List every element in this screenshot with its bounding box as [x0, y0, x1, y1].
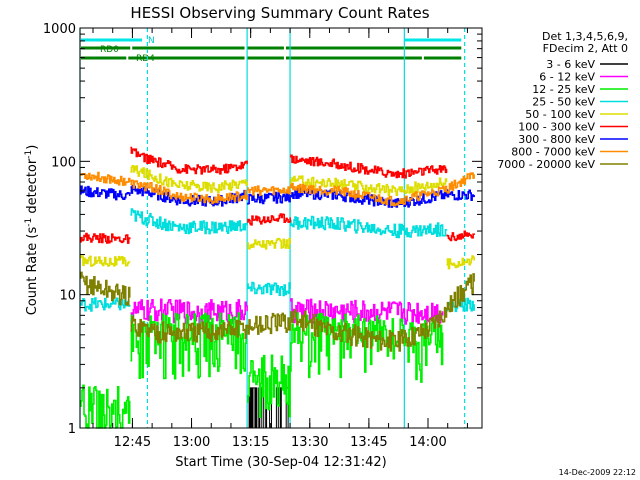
- y-axis-label: Count Rate (s-1 detector-1): [24, 145, 40, 316]
- series-line: [247, 213, 291, 226]
- series-line: [247, 312, 291, 335]
- series-line: [130, 316, 248, 344]
- legend-header-line-2: FDecim 2, Att 0: [543, 42, 628, 55]
- x-tick-label: 12:45: [114, 435, 151, 450]
- plot-frame: [79, 27, 483, 429]
- legend-label: 50 - 100 keV: [525, 108, 595, 121]
- flag-label-n: N: [148, 36, 155, 46]
- y-tick-label: 1000: [43, 22, 76, 37]
- series-line: [290, 298, 444, 325]
- series-line: [290, 215, 448, 239]
- series-line: [130, 165, 248, 194]
- series-group: [80, 146, 475, 429]
- flag-label-rd0: RD0: [100, 45, 119, 55]
- x-tick-label: 13:15: [232, 435, 269, 450]
- x-axis-label: Start Time (30-Sep-04 12:31:42): [175, 455, 386, 470]
- legend-label: 800 - 7000 keV: [511, 146, 595, 159]
- x-tick-label: 13:00: [173, 435, 210, 450]
- series-line: [290, 172, 475, 207]
- legend-header-line-1: Det 1,3,4,5,6,9,: [542, 30, 628, 43]
- series-line: [80, 255, 131, 267]
- series-line: [80, 232, 131, 244]
- y-tick-label: 1: [68, 422, 76, 437]
- x-axis: 12:45 13:00 13:15 13:30 13:45 14:00: [92, 28, 468, 450]
- x-tick-label: 13:30: [291, 435, 328, 450]
- series-line: [446, 255, 475, 270]
- legend-label: 12 - 25 keV: [532, 83, 595, 96]
- y-tick-label: 10: [59, 289, 76, 304]
- series-line: [446, 230, 475, 242]
- series-line: [80, 185, 131, 201]
- instrument-flags: N RD0 RD4: [81, 36, 462, 64]
- legend-label: 25 - 50 keV: [532, 96, 595, 109]
- series-line: [247, 185, 291, 196]
- series-line: [247, 191, 291, 205]
- series-line: [247, 281, 291, 297]
- series-line: [247, 354, 291, 418]
- series-line: [290, 154, 448, 179]
- chart-title: HESSI Observing Summary Count Rates: [130, 4, 429, 22]
- x-tick-label: 13:45: [350, 435, 387, 450]
- series-line: [290, 187, 475, 208]
- legend-label: 7000 - 20000 keV: [497, 158, 595, 171]
- timestamp: 14-Dec-2009 22:12: [559, 468, 636, 477]
- series-line: [80, 384, 131, 429]
- series-line: [290, 175, 448, 197]
- x-tick-label: 14:00: [409, 435, 446, 450]
- series-line: [290, 273, 475, 352]
- y-axis: 1 10 100 1000: [43, 22, 482, 437]
- y-tick-label: 100: [51, 155, 76, 170]
- legend-label: 6 - 12 keV: [539, 71, 595, 84]
- series-line: [247, 237, 291, 250]
- series-line: [130, 312, 248, 380]
- legend-label: 100 - 300 keV: [518, 121, 595, 134]
- series-line: [80, 271, 131, 306]
- flag-label-rd4: RD4: [136, 54, 155, 64]
- series-line: [130, 179, 248, 205]
- legend-label: 300 - 800 keV: [518, 133, 595, 146]
- series-line: [130, 146, 248, 175]
- series-line: [80, 297, 131, 312]
- series-line: [80, 171, 131, 186]
- series-line: [130, 208, 248, 235]
- legend-label: 3 - 6 keV: [546, 58, 595, 71]
